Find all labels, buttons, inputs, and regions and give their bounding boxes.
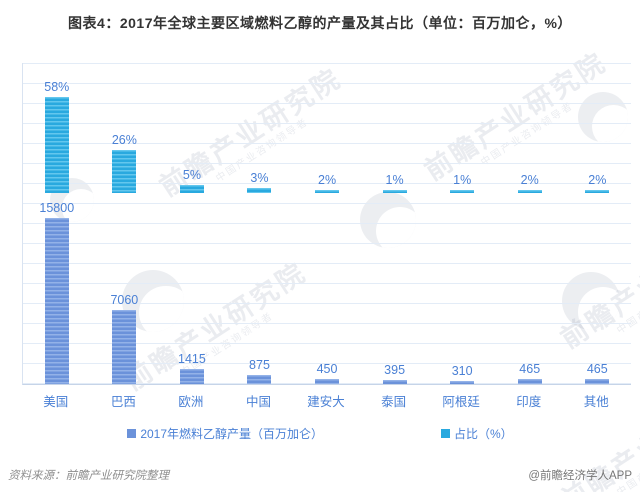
production-value-label: 875 [249, 358, 270, 372]
bar-group: 2% 465 [564, 63, 632, 384]
bar-group: 3% 875 [226, 63, 294, 384]
share-bar [112, 150, 137, 193]
legend-label-share: 占比（%） [454, 427, 513, 441]
share-value-label: 2% [317, 173, 337, 187]
share-bar [585, 190, 610, 193]
bar-group: 2% 465 [496, 63, 564, 384]
x-axis-label: 巴西 [110, 395, 136, 409]
production-bar [517, 379, 542, 384]
bar-group: 58% 15800 [23, 63, 91, 384]
data-source-note: 资料来源：前瞻产业研究院整理 [8, 470, 169, 482]
bar-group: 5% 1415 [158, 63, 226, 384]
x-axis-label: 其他 [583, 395, 609, 409]
chart-title: 图表4：2017年全球主要区域燃料乙醇的产量及其占比（单位：百万加仑，%） [68, 15, 572, 31]
production-bar [112, 310, 137, 384]
bar-group: 1% 395 [361, 63, 429, 384]
share-bar [450, 190, 475, 193]
x-axis-label: 泰国 [381, 395, 407, 409]
bar-group: 2% 450 [293, 63, 361, 384]
production-bar [315, 379, 340, 384]
x-axis-label: 印度 [516, 395, 542, 409]
share-value-label: 2% [520, 173, 539, 187]
share-value-label: 2% [588, 173, 607, 187]
share-value-label: 26% [111, 133, 137, 147]
production-bar [44, 218, 69, 384]
share-bar [44, 97, 69, 193]
production-value-label: 15800 [39, 201, 75, 215]
x-axis-label: 欧洲 [178, 395, 204, 409]
production-bar [247, 375, 272, 384]
production-value-label: 465 [586, 362, 608, 376]
share-bar [315, 190, 340, 193]
x-axis: 美国 巴西 欧洲 中国 建安大 泰国 阿根廷 印度 其他 [22, 391, 630, 410]
share-value-label: 3% [250, 171, 269, 185]
production-bar [179, 369, 204, 384]
legend-swatch-share [441, 429, 451, 438]
plot-area: 58% 15800 26% 7060 5% 1415 3% 875 2% 450 1% 395 1% 31… [22, 63, 631, 385]
bar-group: 1% 310 [428, 63, 496, 384]
production-bar [382, 380, 407, 384]
production-value-label: 395 [384, 363, 406, 377]
legend-label-production: 2017年燃料乙醇产量（百万加仑） [140, 427, 324, 441]
x-axis-label: 阿根廷 [442, 395, 480, 409]
production-bar [585, 379, 610, 384]
legend-item-production: 2017年燃料乙醇产量（百万加仑） [127, 425, 323, 442]
share-value-label: 58% [44, 80, 70, 94]
legend: 2017年燃料乙醇产量（百万加仑） 占比（%） [0, 425, 640, 442]
share-bar [382, 190, 407, 193]
bars-container: 58% 15800 26% 7060 5% 1415 3% 875 2% 450 1% 395 1% 31… [23, 63, 631, 384]
production-value-label: 465 [519, 362, 541, 376]
credit-note: @前瞻经济学人APP [528, 470, 632, 482]
production-value-label: 1415 [178, 352, 206, 366]
x-axis-label: 中国 [245, 395, 271, 409]
share-bar [179, 185, 204, 193]
production-bar [450, 381, 475, 384]
share-bar [517, 190, 542, 193]
production-value-label: 7060 [110, 293, 139, 307]
legend-swatch-production [127, 429, 137, 438]
share-bar [247, 188, 272, 193]
share-value-label: 1% [385, 173, 404, 187]
legend-item-share: 占比（%） [441, 425, 513, 442]
share-value-label: 1% [453, 173, 472, 187]
share-value-label: 5% [182, 168, 201, 182]
production-value-label: 310 [451, 364, 473, 378]
production-value-label: 450 [316, 362, 338, 376]
bar-group: 26% 7060 [91, 63, 159, 384]
x-axis-label: 建安大 [307, 395, 345, 409]
x-axis-label: 美国 [43, 395, 69, 409]
